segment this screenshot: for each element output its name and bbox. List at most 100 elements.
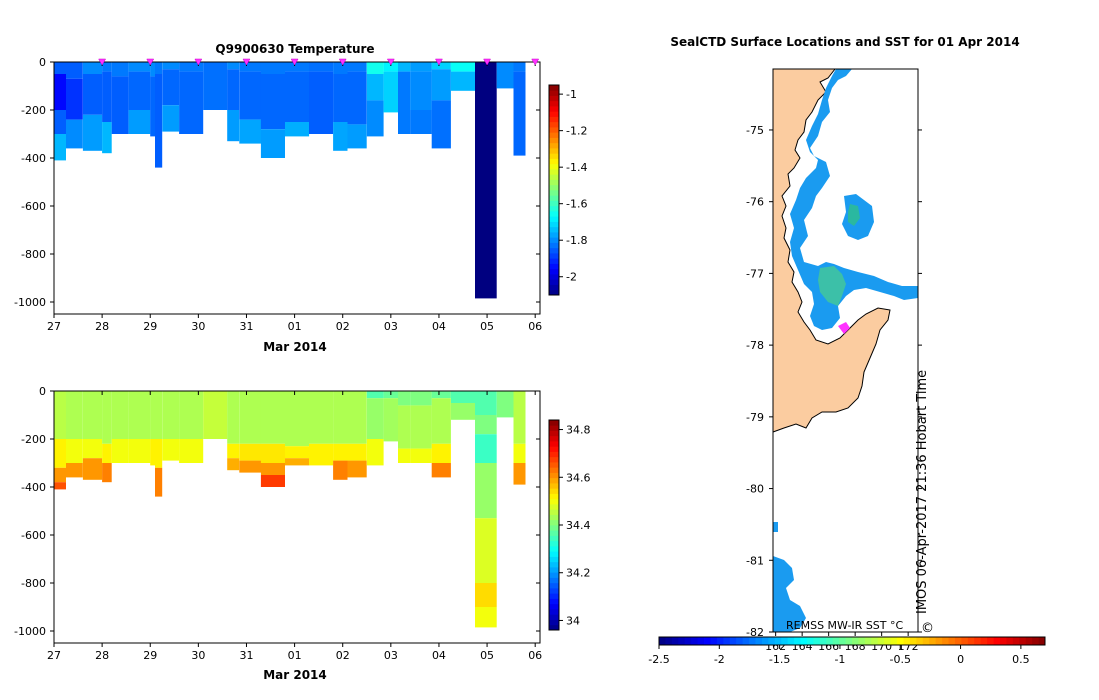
colorbar-swatch — [549, 111, 559, 117]
salinity-heatmap — [54, 391, 526, 628]
colorbar-swatch — [549, 85, 559, 91]
heatmap-cell — [366, 74, 384, 101]
heatmap-cell — [54, 467, 66, 483]
heatmap-cell — [285, 71, 310, 122]
colorbar-swatch — [549, 535, 559, 542]
heatmap-cell — [260, 475, 285, 487]
colorbar-swatch — [549, 441, 559, 447]
colorbar-swatch — [864, 637, 872, 645]
colorbar-tick-label: -1 — [834, 653, 845, 666]
heatmap-cell — [239, 443, 261, 461]
heatmap-cell — [227, 391, 240, 444]
sst-patch-south-2 — [773, 556, 806, 632]
salinity-x-axis: 27 28 29 30 31 01 02 03 04 05 06 — [47, 391, 542, 662]
heatmap-cell — [82, 74, 103, 115]
temperature-x-label: Mar 2014 — [263, 340, 327, 354]
colorbar-swatch — [903, 637, 911, 645]
heatmap-cell — [260, 463, 285, 475]
colorbar-swatch — [549, 609, 559, 615]
heatmap-cell — [203, 62, 228, 110]
heatmap-cell — [398, 391, 410, 406]
x-tick-label: 01 — [288, 320, 302, 333]
heatmap-cell — [227, 62, 240, 70]
heatmap-cell — [285, 458, 310, 466]
colorbar-swatch — [736, 637, 744, 645]
colorbar-swatch — [678, 637, 686, 645]
colorbar-swatch — [549, 614, 559, 620]
colorbar-swatch — [974, 637, 982, 645]
colorbar-swatch — [948, 637, 956, 645]
x-tick-label: 01 — [288, 649, 302, 662]
colorbar-tick-label: -2 — [714, 653, 725, 666]
colorbar-tick-label: -2.5 — [648, 653, 669, 666]
colorbar-swatch — [819, 637, 827, 645]
x-tick-label: 02 — [336, 649, 350, 662]
sst-colorbar: -2.5 -2 -1.5 -1 -0.5 0 0.5 — [648, 636, 1046, 666]
heatmap-cell — [475, 415, 497, 435]
map-y-tick-label: -80 — [746, 483, 764, 496]
heatmap-cell — [66, 463, 83, 478]
colorbar-swatch — [549, 95, 559, 102]
map-y-tick-label: -77 — [746, 267, 764, 280]
heatmap-cell — [475, 607, 497, 628]
colorbar-swatch — [549, 289, 559, 296]
colorbar-swatch — [691, 637, 698, 645]
x-tick-label: 27 — [47, 320, 61, 333]
colorbar-swatch — [987, 637, 994, 645]
heatmap-cell — [366, 398, 384, 439]
map-y-tick-label: -75 — [746, 124, 764, 137]
heatmap-cell — [66, 391, 83, 439]
colorbar-swatch — [929, 637, 937, 645]
x-tick-label: 30 — [191, 649, 205, 662]
heatmap-cell — [513, 62, 526, 72]
y-tick-label: 0 — [39, 56, 46, 69]
land-mass — [772, 68, 891, 433]
x-tick-label: 27 — [47, 649, 61, 662]
heatmap-cell — [111, 439, 129, 463]
colorbar-swatch — [1019, 637, 1027, 645]
colorbar-swatch — [761, 637, 769, 645]
y-tick-label: -600 — [21, 200, 46, 213]
x-tick-label: 02 — [336, 320, 350, 333]
map-y-tick-label: -81 — [746, 554, 764, 567]
heatmap-cell — [179, 439, 204, 463]
x-tick-label: 04 — [432, 320, 446, 333]
map-y-tick-label: -79 — [746, 411, 764, 424]
heatmap-cell — [285, 62, 310, 72]
colorbar-swatch — [549, 200, 559, 207]
x-tick-label: 28 — [95, 320, 109, 333]
colorbar-frame — [548, 84, 560, 296]
colorbar-swatch — [549, 242, 559, 249]
imos-credit: IMOS 06-Apr-2017 21:36 Hobart Time — [915, 370, 930, 614]
heatmap-cell — [431, 62, 451, 70]
heatmap-cell — [451, 403, 476, 420]
colorbar-swatch — [549, 232, 559, 238]
colorbar-swatch — [549, 477, 559, 484]
salinity-plot-frame — [53, 390, 541, 644]
heatmap-cell — [128, 71, 151, 110]
heatmap-cell — [102, 463, 112, 483]
heatmap-cell — [239, 71, 261, 120]
heatmap-cell — [179, 71, 204, 134]
heatmap-cell — [82, 458, 103, 480]
heatmap-cell — [366, 100, 384, 137]
colorbar-swatch — [774, 637, 782, 645]
y-tick-label: -1000 — [14, 296, 46, 309]
profile-marker — [290, 58, 299, 66]
colorbar-swatch — [549, 435, 559, 442]
profile-marker — [338, 58, 347, 66]
colorbar-swatch — [549, 163, 559, 170]
heatmap-cell — [475, 62, 497, 299]
colorbar-swatch — [549, 572, 559, 578]
colorbar-swatch — [549, 184, 559, 191]
x-tick-label: 29 — [143, 649, 157, 662]
heatmap-cell — [398, 62, 410, 72]
colorbar-swatch — [954, 637, 962, 645]
temperature-colorbar: -1 -1.2 -1.4 -1.6 -1.8 -2 — [548, 84, 587, 296]
colorbar-swatch — [549, 216, 559, 222]
colorbar-swatch — [922, 637, 930, 645]
colorbar-tick-label: -1.4 — [566, 161, 587, 174]
colorbar-swatch — [549, 483, 559, 489]
heatmap-cell — [475, 434, 497, 463]
heatmap-cell — [513, 463, 526, 485]
